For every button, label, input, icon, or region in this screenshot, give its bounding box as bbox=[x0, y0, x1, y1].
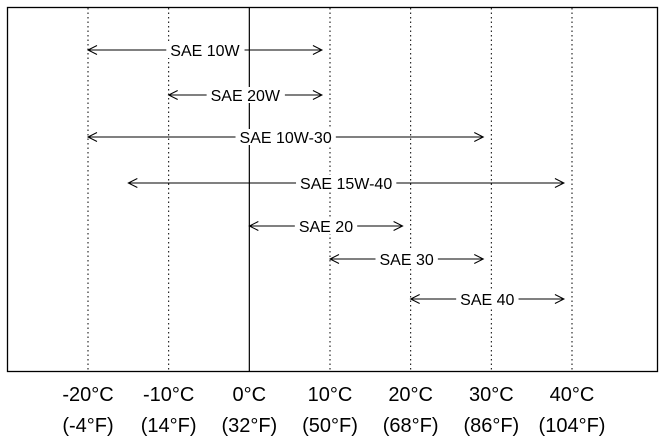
range-arrowhead-left-5 bbox=[328, 254, 340, 264]
range-arrowhead-left-1 bbox=[167, 90, 178, 100]
range-label-6: SAE 40 bbox=[460, 292, 514, 309]
range-arrowhead-right-5 bbox=[474, 254, 485, 264]
tick-label-c-0: -20°C bbox=[62, 384, 113, 406]
range-5: SAE 30 bbox=[328, 251, 485, 269]
range-label-0: SAE 10W bbox=[170, 43, 240, 60]
tick-label-f-3: (50°F) bbox=[302, 415, 358, 437]
tick-label-c-6: 40°C bbox=[550, 384, 595, 406]
range-arrowhead-left-2 bbox=[86, 132, 98, 142]
tick-label-f-1: (14°F) bbox=[141, 415, 197, 437]
range-label-1: SAE 20W bbox=[211, 88, 281, 105]
range-label-bg-5 bbox=[375, 251, 438, 267]
range-6: SAE 40 bbox=[409, 291, 566, 309]
tick-label-c-5: 30°C bbox=[469, 384, 514, 406]
range-3: SAE 15W-40 bbox=[127, 175, 566, 193]
range-label-bg-1 bbox=[206, 87, 285, 103]
range-arrowhead-right-2 bbox=[474, 132, 485, 142]
range-arrowhead-right-3 bbox=[554, 178, 566, 188]
range-label-3: SAE 15W-40 bbox=[300, 176, 392, 193]
range-label-5: SAE 30 bbox=[380, 252, 434, 269]
range-arrowhead-right-1 bbox=[312, 90, 324, 100]
viscosity-ranges: SAE 10W SAE 20W SAE 10W-30 SAE 15W-40 SAE 20… bbox=[86, 42, 566, 309]
range-label-bg-4 bbox=[294, 218, 358, 234]
range-4: SAE 20 bbox=[248, 218, 404, 236]
temperature-axis: -20°C (-4°F) -10°C (14°F) 0°C (32°F) 10°C (50°F… bbox=[62, 384, 605, 437]
tick-label-f-2: (32°F) bbox=[221, 415, 277, 437]
chart-frame bbox=[6, 6, 659, 373]
tick-label-c-3: 10°C bbox=[308, 384, 353, 406]
range-arrowhead-left-3 bbox=[127, 178, 138, 188]
tick-label-f-6: (104°F) bbox=[539, 415, 606, 437]
range-1: SAE 20W bbox=[167, 87, 324, 105]
tick-label-f-4: (68°F) bbox=[383, 415, 439, 437]
range-arrowhead-left-0 bbox=[86, 45, 98, 55]
tick-label-c-2: 0°C bbox=[233, 384, 267, 406]
range-label-bg-0 bbox=[166, 42, 245, 58]
range-arrowhead-left-4 bbox=[248, 221, 259, 231]
tick-label-c-1: -10°C bbox=[143, 384, 194, 406]
range-label-bg-3 bbox=[296, 175, 397, 191]
range-arrowhead-right-6 bbox=[554, 294, 566, 304]
range-label-2: SAE 10W-30 bbox=[240, 130, 332, 147]
tick-label-f-5: (86°F) bbox=[463, 415, 519, 437]
tick-label-c-4: 20°C bbox=[388, 384, 433, 406]
range-arrowhead-right-0 bbox=[312, 45, 324, 55]
range-2: SAE 10W-30 bbox=[86, 129, 485, 147]
range-label-bg-2 bbox=[235, 129, 336, 145]
range-label-bg-6 bbox=[456, 291, 519, 307]
range-arrowhead-right-4 bbox=[393, 221, 404, 231]
range-0: SAE 10W bbox=[86, 42, 324, 60]
range-label-4: SAE 20 bbox=[299, 219, 353, 236]
range-arrowhead-left-6 bbox=[409, 294, 420, 304]
tick-label-f-0: (-4°F) bbox=[62, 415, 113, 437]
